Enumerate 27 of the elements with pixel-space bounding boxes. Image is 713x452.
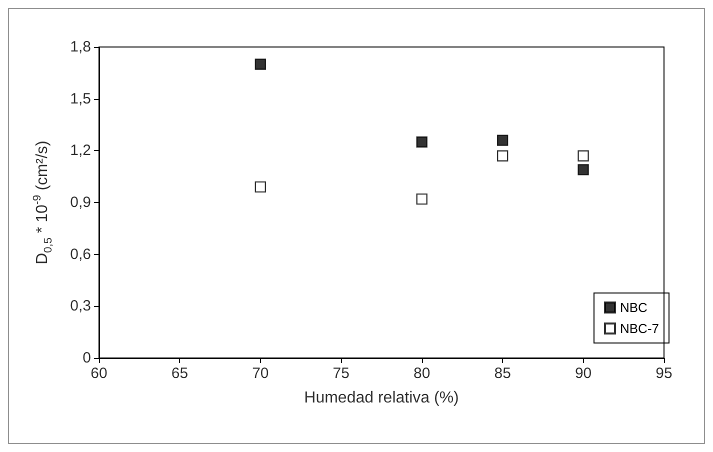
y-tick-label: 1,2 (70, 142, 91, 160)
x-tick-label: 85 (494, 365, 511, 382)
x-tick-label: 60 (90, 365, 108, 382)
x-tick-label: 90 (574, 365, 592, 382)
point (254, 181, 266, 193)
point (578, 164, 589, 176)
point (496, 150, 508, 162)
x-tick-label: 80 (414, 365, 430, 382)
x-tick-label: 75 (332, 365, 350, 382)
y-tick-label: 1,8 (70, 38, 91, 56)
point (416, 193, 428, 205)
point (496, 134, 508, 146)
point (416, 136, 428, 148)
legend-label: NBC-7 (620, 321, 660, 336)
y-tick-label: 0,6 (70, 246, 91, 263)
x-axis-title: Humedad relativa (%) (304, 390, 459, 406)
x-tick-label: 95 (656, 365, 672, 382)
legend-label: NBC (620, 300, 648, 315)
y-axis-title: D0,5 * 10-9 (cm²/s) (32, 140, 54, 264)
x-tick-label: 70 (252, 365, 269, 382)
y-tick-label: 0 (82, 350, 91, 366)
y-tick-label: 0,3 (70, 298, 91, 315)
y-tick-label: 1,5 (70, 90, 91, 108)
point (578, 150, 589, 162)
y-tick-label: 0,9 (70, 194, 91, 211)
point (254, 58, 266, 70)
x-tick-label: 65 (171, 365, 188, 382)
